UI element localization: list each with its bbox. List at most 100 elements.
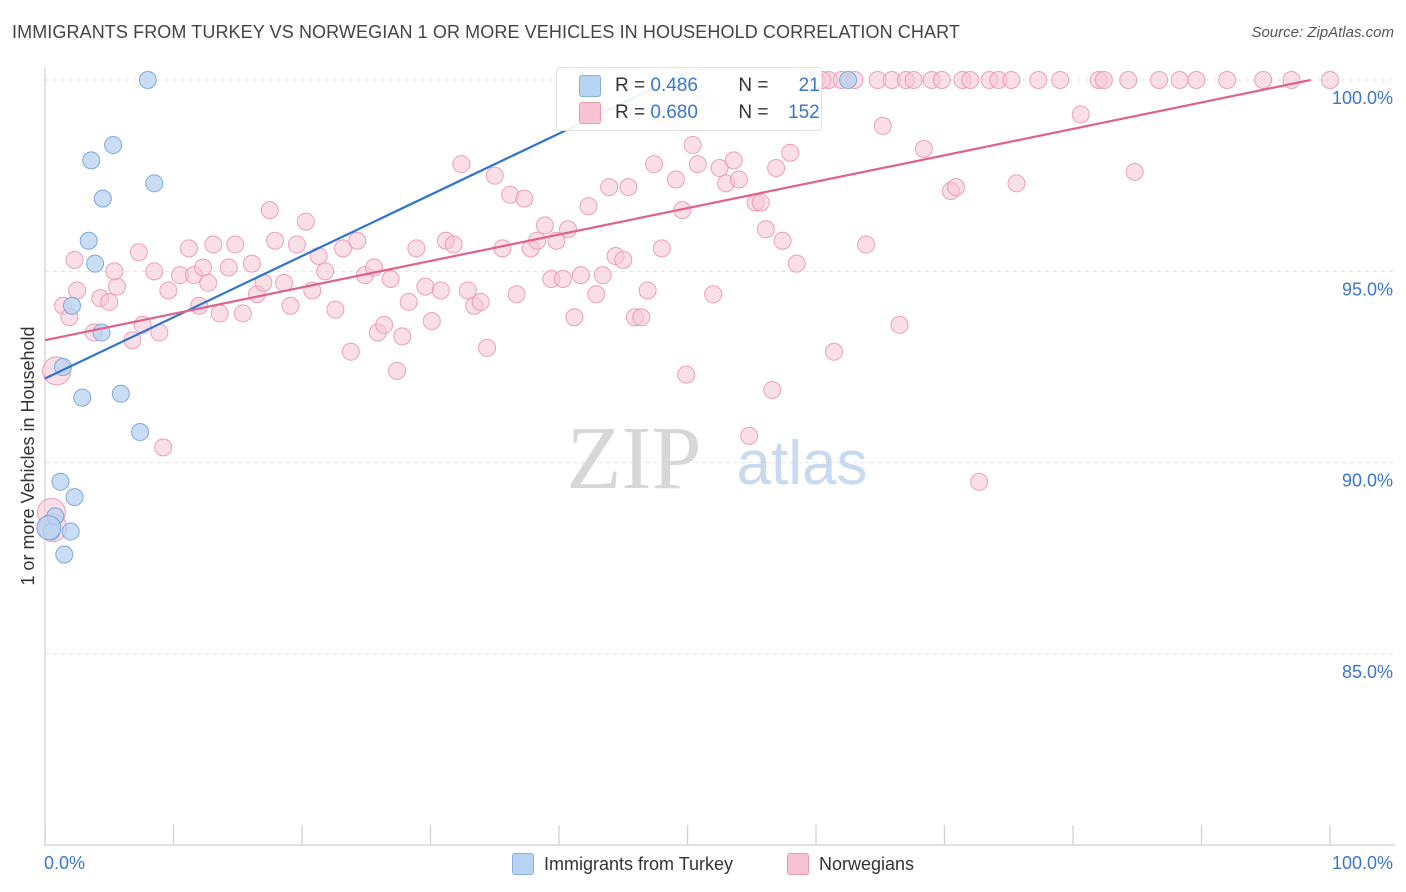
data-point-norwegians bbox=[565, 308, 584, 327]
data-point-turkey bbox=[104, 136, 123, 155]
trend-line-norwegians bbox=[44, 78, 1311, 342]
data-point-norwegians bbox=[233, 304, 252, 323]
source-credit: Source: ZipAtlas.com bbox=[1251, 24, 1394, 41]
data-point-norwegians bbox=[266, 231, 285, 250]
data-point-norwegians bbox=[970, 472, 989, 491]
data-point-norwegians bbox=[1094, 71, 1113, 89]
data-point-norwegians bbox=[407, 239, 426, 258]
data-point-turkey bbox=[61, 522, 80, 541]
data-point-norwegians bbox=[485, 166, 504, 185]
data-point-norwegians bbox=[666, 170, 685, 189]
data-point-norwegians bbox=[683, 136, 702, 155]
data-point-norwegians bbox=[507, 285, 526, 304]
data-point-norwegians bbox=[781, 143, 800, 162]
legend-r-value: 0.486 bbox=[650, 75, 698, 96]
data-point-norwegians bbox=[194, 258, 213, 277]
data-point-turkey bbox=[839, 71, 858, 89]
data-point-norwegians bbox=[452, 155, 471, 174]
data-point-norwegians bbox=[751, 193, 770, 212]
bottom-legend-label: Immigrants from Turkey bbox=[544, 853, 734, 874]
legend-r-value: 0.680 bbox=[650, 102, 698, 123]
data-point-norwegians bbox=[904, 71, 923, 89]
data-point-norwegians bbox=[1218, 71, 1237, 89]
data-point-norwegians bbox=[129, 243, 148, 262]
data-point-norwegians bbox=[287, 235, 306, 254]
data-point-norwegians bbox=[296, 212, 315, 231]
data-point-norwegians bbox=[1071, 105, 1090, 124]
data-point-norwegians bbox=[763, 380, 782, 399]
data-point-norwegians bbox=[107, 277, 126, 296]
data-point-turkey bbox=[36, 515, 62, 541]
data-point-norwegians bbox=[600, 178, 619, 197]
bottom-legend-norwegians[interactable]: Norwegians bbox=[787, 852, 914, 876]
data-point-norwegians bbox=[393, 327, 412, 346]
y-tick-label: 85.0% bbox=[1342, 662, 1393, 682]
data-point-norwegians bbox=[645, 155, 664, 174]
data-point-norwegians bbox=[688, 155, 707, 174]
data-point-norwegians bbox=[68, 281, 87, 300]
data-point-norwegians bbox=[399, 292, 418, 311]
legend-n-value: 152 bbox=[788, 102, 820, 123]
bottom-legend-turkey[interactable]: Immigrants from Turkey bbox=[512, 852, 733, 876]
data-point-turkey bbox=[131, 423, 150, 442]
data-point-norwegians bbox=[100, 292, 119, 311]
data-point-norwegians bbox=[105, 262, 124, 281]
data-point-norwegians bbox=[632, 308, 651, 327]
y-tick-label: 100.0% bbox=[1332, 88, 1393, 108]
x-tick-label: 0.0% bbox=[44, 853, 85, 873]
data-point-norwegians bbox=[724, 151, 743, 170]
legend-n-value: 21 bbox=[798, 75, 820, 96]
y-tick-label: 90.0% bbox=[1342, 471, 1393, 491]
data-point-norwegians bbox=[348, 231, 367, 250]
data-point-norwegians bbox=[281, 296, 300, 315]
data-point-turkey bbox=[138, 71, 157, 89]
data-point-turkey bbox=[51, 472, 70, 491]
data-point-norwegians bbox=[204, 235, 223, 254]
data-point-norwegians bbox=[1051, 71, 1070, 89]
y-axis-label: 1 or more Vehicles in Household bbox=[18, 326, 38, 585]
data-point-norwegians bbox=[873, 116, 892, 135]
data-point-norwegians bbox=[1002, 71, 1021, 89]
data-point-norwegians bbox=[388, 361, 407, 380]
data-point-norwegians bbox=[1187, 71, 1206, 89]
data-point-norwegians bbox=[932, 71, 951, 89]
data-point-norwegians bbox=[199, 273, 218, 292]
chart-title: IMMIGRANTS FROM TURKEY VS NORWEGIAN 1 OR… bbox=[12, 22, 960, 42]
data-point-norwegians bbox=[947, 178, 966, 197]
data-point-norwegians bbox=[145, 262, 164, 281]
data-point-norwegians bbox=[652, 239, 671, 258]
data-point-norwegians bbox=[179, 239, 198, 258]
data-point-norwegians bbox=[890, 315, 909, 334]
data-point-norwegians bbox=[824, 342, 843, 361]
data-point-norwegians bbox=[1150, 71, 1169, 89]
data-point-norwegians bbox=[65, 250, 84, 269]
stats-legend: R = 0.486 N = 21 R = 0.680 N = 152 bbox=[556, 67, 822, 131]
data-point-turkey bbox=[93, 189, 112, 208]
data-point-turkey bbox=[55, 545, 74, 564]
data-point-norwegians bbox=[587, 285, 606, 304]
legend-row-turkey: R = 0.486 N = 21 bbox=[579, 73, 820, 99]
data-point-norwegians bbox=[1029, 71, 1048, 89]
y-tick-label: 95.0% bbox=[1342, 279, 1393, 299]
data-point-turkey bbox=[145, 174, 164, 193]
bottom-legend-swatch-pink bbox=[787, 853, 809, 875]
data-point-turkey bbox=[86, 254, 105, 273]
data-point-norwegians bbox=[334, 239, 353, 258]
legend-n-label: N = bbox=[738, 75, 774, 96]
data-point-norwegians bbox=[341, 342, 360, 361]
data-point-norwegians bbox=[710, 159, 729, 178]
data-point-norwegians bbox=[471, 292, 490, 311]
data-point-norwegians bbox=[787, 254, 806, 273]
data-point-norwegians bbox=[159, 281, 178, 300]
data-point-norwegians bbox=[1119, 71, 1138, 89]
data-point-norwegians bbox=[515, 189, 534, 208]
data-point-norwegians bbox=[857, 235, 876, 254]
data-point-norwegians bbox=[579, 197, 598, 216]
series-norwegians bbox=[36, 71, 1339, 543]
data-point-norwegians bbox=[619, 178, 638, 197]
data-point-norwegians bbox=[593, 266, 612, 285]
data-point-norwegians bbox=[773, 231, 792, 250]
data-point-norwegians bbox=[704, 285, 723, 304]
legend-swatch-blue bbox=[579, 75, 601, 97]
